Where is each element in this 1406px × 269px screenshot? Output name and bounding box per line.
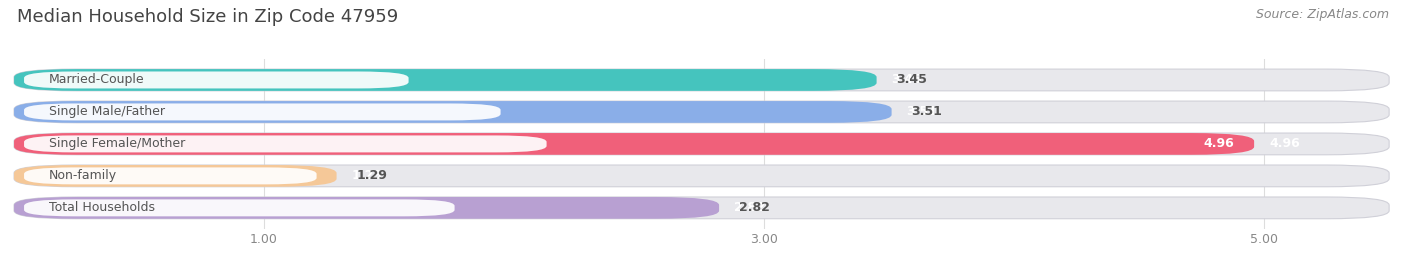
FancyBboxPatch shape bbox=[14, 133, 1389, 155]
FancyBboxPatch shape bbox=[24, 199, 454, 216]
Text: Non-family: Non-family bbox=[49, 169, 117, 182]
FancyBboxPatch shape bbox=[14, 197, 718, 219]
Text: Single Female/Mother: Single Female/Mother bbox=[49, 137, 186, 150]
Text: 1.29: 1.29 bbox=[352, 169, 382, 182]
Text: 4.96: 4.96 bbox=[1204, 137, 1234, 150]
Text: 4.96: 4.96 bbox=[1270, 137, 1301, 150]
FancyBboxPatch shape bbox=[14, 133, 1254, 155]
FancyBboxPatch shape bbox=[14, 165, 1389, 187]
Text: 3.45: 3.45 bbox=[891, 73, 922, 86]
Text: 3.51: 3.51 bbox=[907, 105, 938, 118]
Text: 3.45: 3.45 bbox=[897, 73, 928, 86]
Text: 2.82: 2.82 bbox=[740, 201, 770, 214]
FancyBboxPatch shape bbox=[14, 101, 1389, 123]
Text: 2.82: 2.82 bbox=[734, 201, 765, 214]
Text: Single Male/Father: Single Male/Father bbox=[49, 105, 165, 118]
FancyBboxPatch shape bbox=[14, 69, 1389, 91]
FancyBboxPatch shape bbox=[14, 197, 1389, 219]
FancyBboxPatch shape bbox=[14, 101, 891, 123]
Text: Total Households: Total Households bbox=[49, 201, 155, 214]
Text: 1.29: 1.29 bbox=[357, 169, 388, 182]
Text: Median Household Size in Zip Code 47959: Median Household Size in Zip Code 47959 bbox=[17, 8, 398, 26]
FancyBboxPatch shape bbox=[24, 104, 501, 121]
FancyBboxPatch shape bbox=[24, 135, 547, 153]
FancyBboxPatch shape bbox=[14, 165, 336, 187]
Text: 3.51: 3.51 bbox=[911, 105, 942, 118]
FancyBboxPatch shape bbox=[24, 72, 409, 89]
Text: Source: ZipAtlas.com: Source: ZipAtlas.com bbox=[1256, 8, 1389, 21]
FancyBboxPatch shape bbox=[14, 69, 876, 91]
Text: Married-Couple: Married-Couple bbox=[49, 73, 145, 86]
FancyBboxPatch shape bbox=[24, 167, 316, 184]
